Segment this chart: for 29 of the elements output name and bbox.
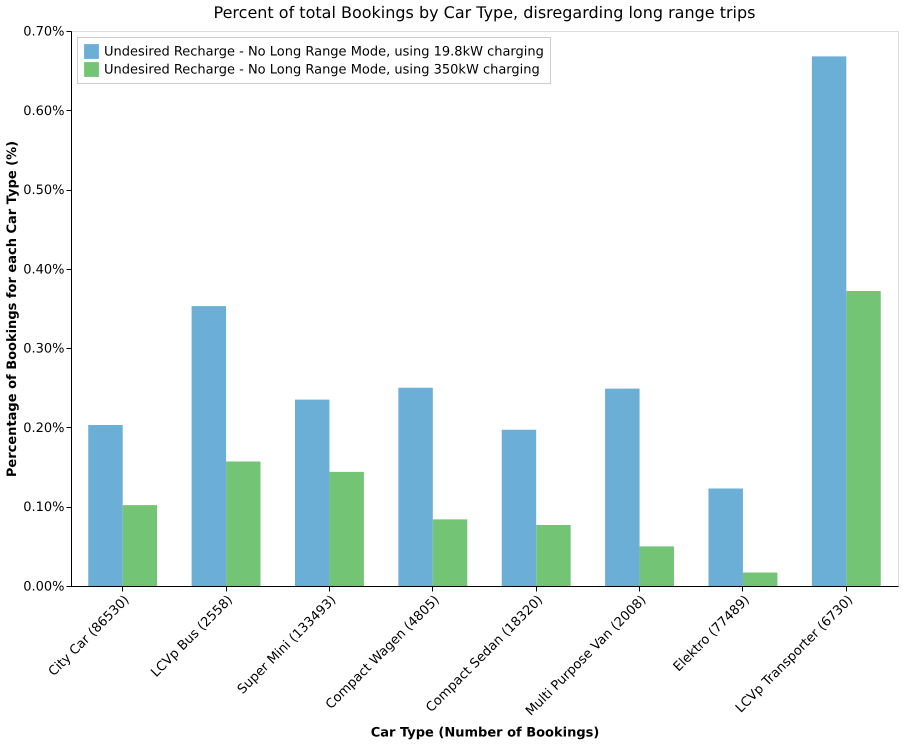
bar [122,505,158,586]
y-tick-label: 0.10% [23,500,64,516]
bar [502,430,536,586]
legend-label: Undesired Recharge - No Long Range Mode, using 19.8kW charging [104,44,544,60]
y-tick-label: 0.60% [23,104,64,119]
y-tick-label: 0.30% [23,342,64,357]
bar [329,472,364,586]
bar [605,388,640,586]
y-axis-title: Percentage of Bookings for each Car Type (%) [5,140,20,478]
bar [192,306,226,586]
bar [398,388,433,586]
bar [742,572,778,586]
legend-label: Undesired Recharge - No Long Range Mode, using 350kW charging [104,62,540,78]
bar [812,56,846,586]
bar [432,519,468,586]
y-tick-label: 0.20% [23,420,64,436]
bar [846,291,881,586]
bar [536,524,571,586]
bar [294,400,330,586]
bar [640,546,674,586]
x-axis-title: Car Type (Number of Bookings) [370,725,600,740]
bar [226,462,261,586]
chart-title: Percent of total Bookings by Car Type, disregarding long range trips [214,3,756,22]
y-tick-label: 0.40% [23,262,64,278]
bar [88,425,123,586]
y-tick-label: 0.50% [23,183,64,198]
y-tick-label: 0.70% [23,24,64,40]
bar [708,488,743,586]
y-tick-label: 0.00% [23,580,64,594]
